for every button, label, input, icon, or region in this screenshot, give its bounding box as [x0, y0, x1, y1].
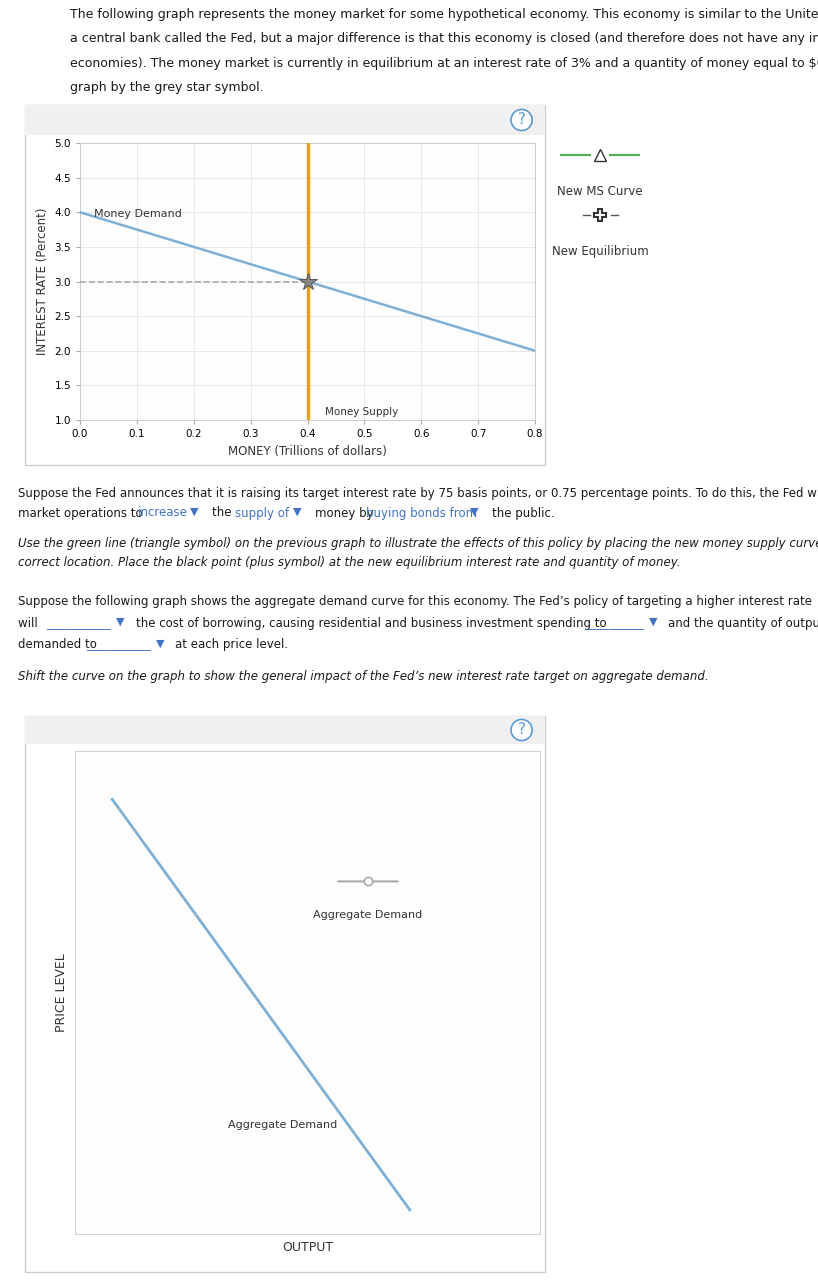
Text: correct location. Place the black point (plus symbol) at the new equilibrium int: correct location. Place the black point …: [18, 556, 681, 568]
Text: demanded to: demanded to: [18, 639, 101, 652]
Text: Use the green line (triangle symbol) on the previous graph to illustrate the eff: Use the green line (triangle symbol) on …: [18, 538, 818, 550]
Text: Money Demand: Money Demand: [94, 209, 182, 219]
Text: New MS Curve: New MS Curve: [557, 186, 643, 198]
FancyBboxPatch shape: [25, 105, 545, 465]
Bar: [25, 716, 545, 744]
Text: Aggregate Demand: Aggregate Demand: [313, 910, 423, 920]
Text: ▼: ▼: [183, 507, 199, 517]
Text: ▼: ▼: [285, 507, 301, 517]
Text: ?: ?: [518, 722, 526, 737]
Text: the cost of borrowing, causing residential and business investment spending to: the cost of borrowing, causing residenti…: [136, 617, 610, 630]
Text: New Equilibrium: New Equilibrium: [551, 244, 649, 259]
Text: Suppose the Fed announces that it is raising its target interest rate by 75 basi: Suppose the Fed announces that it is rai…: [18, 486, 818, 500]
Text: ?: ?: [518, 113, 526, 128]
Text: at each price level.: at each price level.: [175, 639, 289, 652]
X-axis label: OUTPUT: OUTPUT: [282, 1240, 333, 1254]
Text: Suppose the following graph shows the aggregate demand curve for this economy. T: Suppose the following graph shows the ag…: [18, 595, 812, 608]
Text: buying bonds from: buying bonds from: [366, 507, 477, 520]
Text: market operations to: market operations to: [18, 507, 146, 520]
Text: ▼: ▼: [642, 617, 658, 627]
Text: The following graph represents the money market for some hypothetical economy. T: The following graph represents the money…: [70, 8, 818, 20]
Text: ___________: ___________: [86, 639, 151, 652]
Text: and the quantity of output: and the quantity of output: [668, 617, 818, 630]
Text: will: will: [18, 617, 42, 630]
Text: __________: __________: [585, 617, 644, 630]
Text: the: the: [212, 507, 235, 520]
Y-axis label: PRICE LEVEL: PRICE LEVEL: [55, 954, 68, 1032]
X-axis label: MONEY (Trillions of dollars): MONEY (Trillions of dollars): [228, 444, 387, 457]
Text: a central bank called the Fed, but a major difference is that this economy is cl: a central bank called the Fed, but a maj…: [70, 32, 818, 45]
Text: money by: money by: [315, 507, 377, 520]
Text: Money Supply: Money Supply: [325, 407, 398, 417]
Text: the public.: the public.: [492, 507, 554, 520]
Bar: [25, 105, 545, 134]
Text: ▼: ▼: [149, 639, 164, 648]
Text: ▼: ▼: [109, 617, 124, 627]
Text: ▼: ▼: [463, 507, 478, 517]
Text: supply of: supply of: [235, 507, 289, 520]
Text: economies). The money market is currently in equilibrium at an interest rate of : economies). The money market is currentl…: [70, 56, 818, 69]
Text: Aggregate Demand: Aggregate Demand: [228, 1120, 338, 1130]
Y-axis label: INTEREST RATE (Percent): INTEREST RATE (Percent): [36, 207, 49, 356]
FancyBboxPatch shape: [25, 716, 545, 1272]
Text: increase: increase: [137, 507, 187, 520]
Text: graph by the grey star symbol.: graph by the grey star symbol.: [70, 81, 263, 93]
Text: ___________: ___________: [47, 617, 111, 630]
Text: Shift the curve on the graph to show the general impact of the Fed’s new interes: Shift the curve on the graph to show the…: [18, 669, 708, 684]
